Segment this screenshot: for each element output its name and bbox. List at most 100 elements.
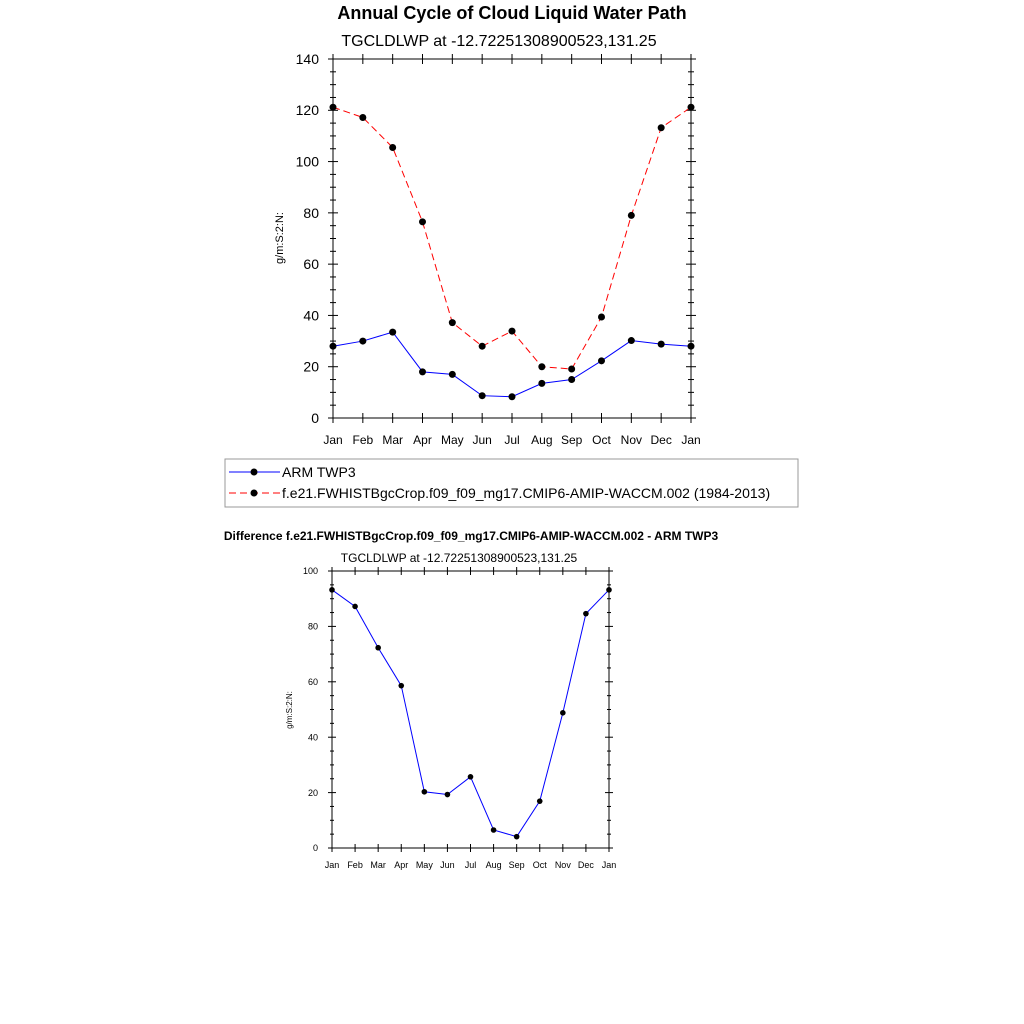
x-tick-label: Nov xyxy=(621,433,642,447)
series-1-point xyxy=(478,342,486,350)
chart2-subtitle: TGCLDLWP at -12.72251308900523,131.25 xyxy=(341,551,578,565)
series-0-point xyxy=(538,379,546,387)
x-tick-label: Feb xyxy=(352,433,373,447)
x-tick-label: Dec xyxy=(578,860,595,870)
y-tick-label: 60 xyxy=(308,677,318,687)
series-1-point xyxy=(627,211,635,219)
x-tick-label: Jul xyxy=(465,860,477,870)
series-0-point xyxy=(606,587,612,593)
series-0-point xyxy=(490,827,497,833)
series-0-point xyxy=(508,393,516,401)
chart2-y-tick-labels: 0 20 40 60 80 100 xyxy=(303,566,318,853)
series-0-point xyxy=(478,392,486,400)
series-0-point xyxy=(560,710,566,716)
chart2-y-axis-label: g/m:S:2:N: xyxy=(285,691,294,729)
y-tick-label: 20 xyxy=(303,359,319,375)
series-0-point xyxy=(448,370,456,378)
series-1-point xyxy=(359,113,367,121)
x-tick-label: Jan xyxy=(325,860,340,870)
chart1-subtitle: TGCLDLWP at -12.72251308900523,131.25 xyxy=(341,33,656,50)
series-0-point xyxy=(329,342,337,350)
chart1-ticks xyxy=(328,54,696,423)
y-tick-label: 40 xyxy=(303,307,319,323)
x-tick-label: Apr xyxy=(413,433,432,447)
series-0-point xyxy=(513,833,520,840)
x-tick-label: May xyxy=(416,860,434,870)
series-0-point xyxy=(398,682,405,689)
x-tick-label: Dec xyxy=(650,433,671,447)
x-tick-label: Jul xyxy=(504,433,519,447)
chart2-x-tick-labels: Jan Feb Mar Apr May Jun Jul Aug Sep Oct Nov Dec Jan xyxy=(325,860,617,870)
series-1-point xyxy=(538,363,546,371)
y-tick-label: 0 xyxy=(311,410,319,426)
x-tick-label: Apr xyxy=(394,860,408,870)
series-1-point xyxy=(419,218,426,226)
x-tick-label: Jun xyxy=(440,860,455,870)
series-0-point xyxy=(444,791,451,798)
x-tick-label: Nov xyxy=(555,860,572,870)
chart1-y-axis-label: g/m:S:2:N: xyxy=(274,212,286,264)
x-tick-label: Oct xyxy=(533,860,548,870)
series-0-point xyxy=(467,774,474,780)
series-0-point xyxy=(359,337,367,345)
difference-chart: Difference f.e21.FWHISTBgcCrop.f09_f09_m… xyxy=(224,529,719,870)
x-tick-label: Mar xyxy=(382,433,403,447)
series-1-point xyxy=(568,365,576,373)
chart2-title: Difference f.e21.FWHISTBgcCrop.f09_f09_m… xyxy=(224,529,719,543)
y-tick-label: 100 xyxy=(303,566,318,576)
chart1-legend: ARM TWP3 f.e21.FWHISTBgcCrop.f09_f09_mg1… xyxy=(224,458,799,508)
series-0-point xyxy=(627,337,635,345)
y-tick-label: 80 xyxy=(308,622,318,632)
series-1-point xyxy=(687,103,695,111)
chart1-y-tick-labels: 0 20 40 60 80 100 120 140 xyxy=(296,51,320,426)
x-tick-label: Aug xyxy=(486,860,502,870)
legend-label-arm-twp3: ARM TWP3 xyxy=(282,464,356,480)
legend-marker-model xyxy=(250,489,258,497)
series-1-point xyxy=(329,103,337,111)
series-0-point xyxy=(568,376,576,384)
legend-frame xyxy=(224,458,799,508)
y-tick-label: 80 xyxy=(303,205,319,221)
series-0-point xyxy=(583,610,589,617)
legend-marker-arm-twp3 xyxy=(250,468,258,476)
legend-label-model: f.e21.FWHISTBgcCrop.f09_f09_mg17.CMIP6-A… xyxy=(282,485,770,501)
series-0-point xyxy=(598,357,605,365)
x-tick-label: Feb xyxy=(347,860,363,870)
series-1-point xyxy=(508,327,516,335)
chart1-title: Annual Cycle of Cloud Liquid Water Path xyxy=(337,3,686,23)
x-tick-label: Sep xyxy=(561,433,583,447)
x-tick-label: Aug xyxy=(531,433,552,447)
x-tick-label: Jan xyxy=(323,433,342,447)
y-tick-label: 40 xyxy=(308,732,318,742)
series-0-point xyxy=(657,340,665,348)
chart2-ticks xyxy=(328,567,613,852)
y-tick-label: 140 xyxy=(296,51,320,67)
chart1-x-tick-labels: Jan Feb Mar Apr May Jun Jul Aug Sep Oct Nov Dec Jan xyxy=(323,433,700,447)
series-1-point xyxy=(598,313,605,321)
series-0-point xyxy=(687,342,695,350)
x-tick-label: Sep xyxy=(509,860,525,870)
series-0-point xyxy=(421,788,428,795)
series-0-point xyxy=(375,644,381,651)
series-0-point xyxy=(329,587,335,593)
y-tick-label: 20 xyxy=(308,788,318,798)
annual-cycle-chart: Annual Cycle of Cloud Liquid Water Path … xyxy=(274,3,701,447)
chart2-series xyxy=(329,587,612,840)
y-tick-label: 100 xyxy=(296,153,320,169)
series-0-point xyxy=(352,603,358,610)
x-tick-label: May xyxy=(441,433,464,447)
series-1-point xyxy=(389,143,397,151)
x-tick-label: Jun xyxy=(472,433,491,447)
series-1-point xyxy=(657,124,665,132)
series-0-point xyxy=(389,328,397,336)
y-tick-label: 0 xyxy=(313,843,318,853)
x-tick-label: Jan xyxy=(681,433,700,447)
chart1-series xyxy=(329,103,695,401)
y-tick-label: 60 xyxy=(303,256,319,272)
x-tick-label: Mar xyxy=(370,860,386,870)
series-0-point xyxy=(419,368,426,376)
series-0-point xyxy=(536,798,543,804)
series-1-point xyxy=(448,319,456,327)
